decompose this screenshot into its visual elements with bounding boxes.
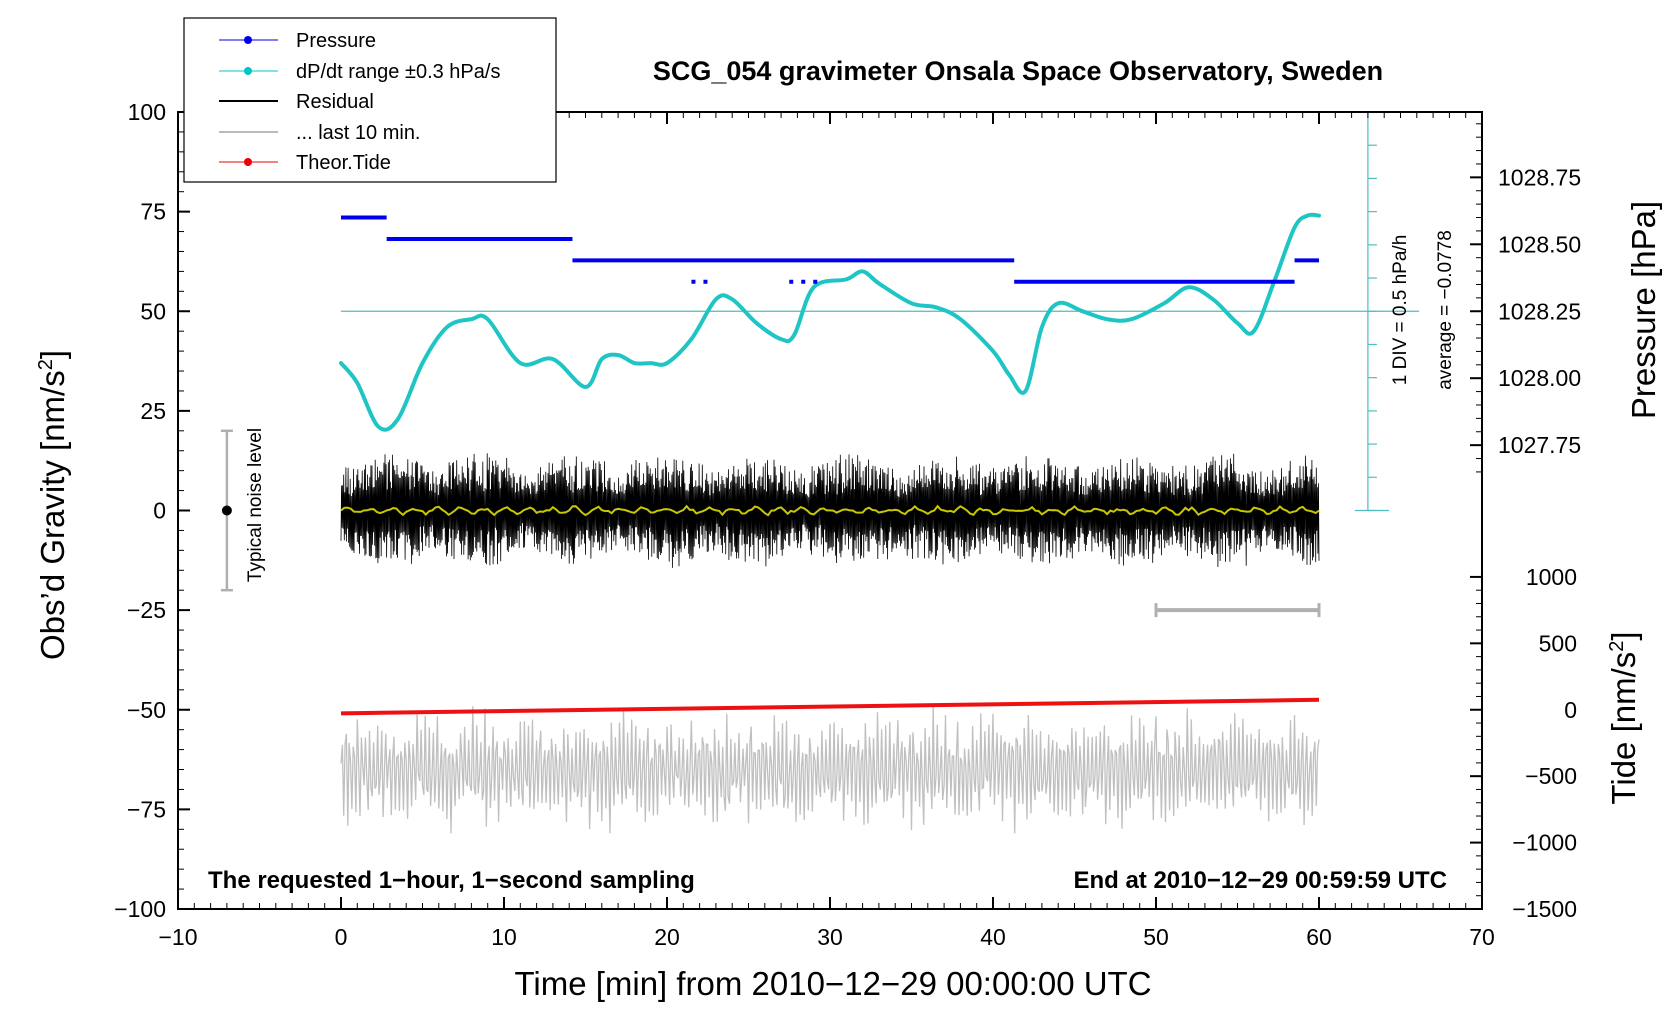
series-residual-line: [340, 453, 1320, 568]
x-tick-label: 60: [1306, 924, 1332, 950]
tide-tick-label: −1500: [1512, 896, 1577, 922]
y-tick-label: 0: [153, 498, 166, 524]
series-last10-line: [340, 705, 1320, 834]
tide-tick-label: 500: [1539, 630, 1577, 656]
pressure-tick-label: 1027.75: [1498, 432, 1581, 458]
y-tick-label: 75: [140, 199, 166, 225]
legend: Pressure dP/dt range ±0.3 hPa/s Residual…: [183, 17, 557, 183]
x-tick-label: 10: [491, 924, 517, 950]
annotation-div: 1 DIV = 0.5 hPa/h: [1390, 235, 1411, 386]
annotation-noise-level: Typical noise level: [245, 428, 266, 582]
legend-label-tide: Theor.Tide: [296, 152, 391, 174]
y-tick-label: −100: [114, 896, 166, 922]
tide-tick-label: 0: [1564, 697, 1577, 723]
x-tick-label: 70: [1469, 924, 1495, 950]
x-tick-label: 20: [654, 924, 680, 950]
pressure-tick-label: 1028.50: [1498, 231, 1581, 257]
tide-tick-label: −1000: [1512, 830, 1577, 856]
series-tide-line: [340, 697, 1320, 716]
legend-marker-tide: [244, 158, 252, 166]
series-residual-smooth-line: [340, 504, 1320, 517]
series-dpdt-line: [339, 212, 1321, 432]
x-tick-label: 0: [335, 924, 348, 950]
legend-label-last10: ... last 10 min.: [296, 122, 421, 144]
y-tick-label: 25: [140, 398, 166, 424]
pressure-tick-label: 1028.75: [1498, 164, 1581, 190]
pressure-tick-label: 1028.25: [1498, 298, 1581, 324]
annotation-sampling: The requested 1−hour, 1−second sampling: [208, 867, 695, 894]
y-axis-title-left: Obs’d Gravity [nm/s2]: [34, 350, 71, 660]
x-tick-label: 40: [980, 924, 1006, 950]
pressure-tick-label: 1028.00: [1498, 365, 1581, 391]
annotation-average: average = −0.0778: [1435, 230, 1456, 390]
x-axis-title: Time [min] from 2010−12−29 00:00:00 UTC: [514, 965, 1151, 1002]
y-axis-title-pressure: Pressure [hPa]: [1625, 201, 1662, 419]
y-tick-label: 50: [140, 298, 166, 324]
x-tick-label: 30: [817, 924, 843, 950]
x-tick-label: −10: [158, 924, 197, 950]
x-tick-label: 50: [1143, 924, 1169, 950]
y-tick-label: −75: [127, 796, 166, 822]
y-tick-label: −25: [127, 597, 166, 623]
y-tick-label: −50: [127, 697, 166, 723]
tide-tick-label: −500: [1525, 763, 1577, 789]
tick-layer: −10 0 10 20 30 40 50 60 70−100−75−50−25025507510…: [114, 99, 1581, 950]
y-tick-label: 100: [128, 99, 166, 125]
chart-title: SCG_054 gravimeter Onsala Space Observat…: [653, 56, 1383, 86]
legend-label-dpdt: dP/dt range ±0.3 hPa/s: [296, 61, 500, 83]
noise-bar-center-dot: [221, 505, 232, 516]
legend-marker-dpdt: [244, 67, 252, 75]
tide-tick-label: 1000: [1526, 564, 1577, 590]
data-layer: [220, 111, 1419, 834]
y-axis-title-tide: Tide [nm/s2]: [1605, 631, 1642, 804]
legend-marker-pressure: [244, 36, 252, 44]
legend-label-pressure: Pressure: [296, 30, 376, 52]
legend-label-residual: Residual: [296, 91, 374, 113]
annotation-end-time: End at 2010−12−29 00:59:59 UTC: [1073, 867, 1447, 894]
